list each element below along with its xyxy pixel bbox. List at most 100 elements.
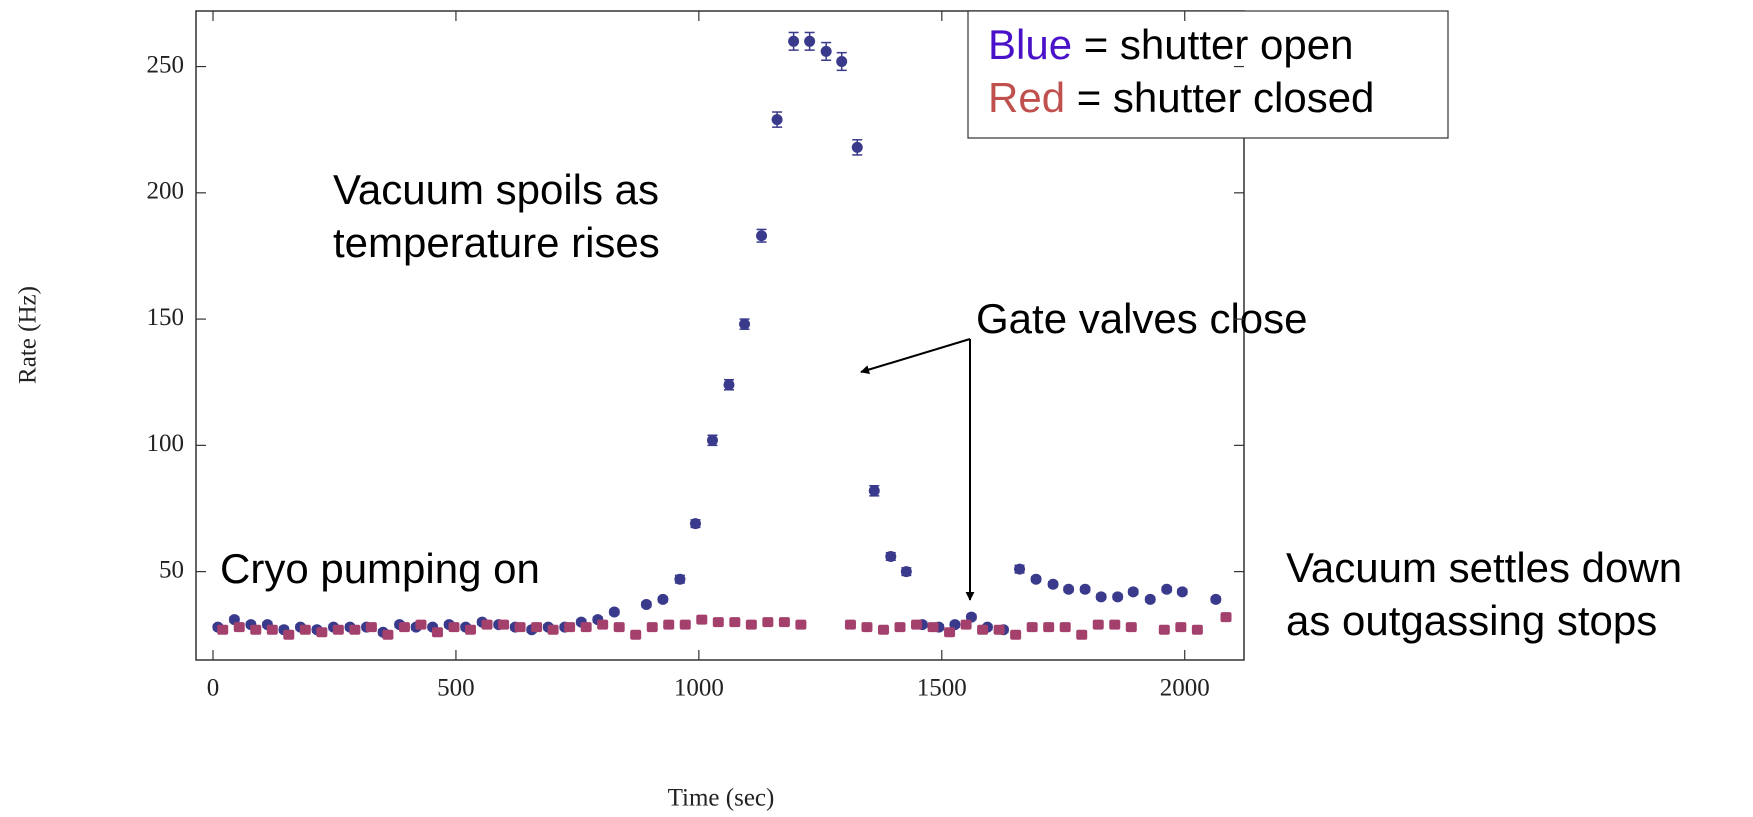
point — [944, 627, 956, 638]
point — [657, 593, 669, 605]
point — [674, 573, 686, 585]
point — [1176, 586, 1188, 598]
point — [911, 619, 923, 630]
legend-name: Red — [988, 74, 1065, 121]
series — [217, 612, 1232, 640]
annotation: Gate valves close — [976, 295, 1308, 342]
point — [1125, 622, 1137, 633]
point — [960, 619, 972, 630]
point — [689, 518, 701, 530]
point — [1076, 629, 1088, 640]
point — [1144, 593, 1156, 605]
point — [217, 624, 229, 635]
point — [1112, 591, 1124, 603]
point — [382, 629, 394, 640]
legend-description: = shutter closed — [1077, 74, 1375, 121]
x-tick-label: 1500 — [917, 675, 967, 702]
point — [894, 622, 906, 633]
y-tick-label: 100 — [147, 430, 185, 457]
plot-frame — [195, 10, 1245, 661]
point — [679, 619, 691, 630]
point — [900, 566, 912, 578]
y-axis-label: Rate (Hz) — [15, 286, 42, 384]
x-tick-label: 500 — [437, 675, 475, 702]
point — [1158, 624, 1170, 635]
legend-entry: Blue = shutter open — [988, 21, 1353, 68]
point — [1010, 629, 1022, 640]
point — [349, 624, 361, 635]
point — [729, 617, 741, 628]
point — [1047, 578, 1059, 590]
point — [1191, 624, 1203, 635]
point — [663, 619, 675, 630]
point — [233, 622, 245, 633]
point — [1014, 563, 1026, 575]
point — [332, 624, 344, 635]
point — [299, 624, 311, 635]
point — [630, 629, 642, 640]
point — [640, 598, 652, 610]
point — [804, 35, 816, 47]
point — [927, 622, 939, 633]
point — [1043, 622, 1055, 633]
point — [1161, 583, 1173, 595]
point — [283, 629, 295, 640]
point — [877, 624, 889, 635]
point — [1092, 619, 1104, 630]
point — [1109, 619, 1121, 630]
point — [706, 434, 718, 446]
point — [1030, 573, 1042, 585]
point — [723, 379, 735, 391]
point — [431, 627, 443, 638]
point — [836, 56, 848, 68]
y-tick-label: 150 — [147, 304, 185, 331]
point — [646, 622, 658, 633]
x-tick-label: 0 — [207, 675, 220, 702]
point — [1026, 622, 1038, 633]
point — [613, 622, 625, 633]
x-tick-label: 2000 — [1160, 675, 1210, 702]
point — [885, 550, 897, 562]
point — [1210, 593, 1222, 605]
annotation: Vacuum settles down — [1286, 544, 1682, 591]
point — [1175, 622, 1187, 633]
x-axis-label: Time (sec) — [668, 785, 775, 812]
y-tick-label: 50 — [159, 556, 184, 583]
legend: Blue = shutter open Red = shutter closed — [967, 10, 1449, 139]
legend-name: Blue — [988, 21, 1072, 68]
point — [547, 624, 559, 635]
point — [851, 141, 863, 153]
y-tick-label: 250 — [147, 51, 185, 78]
point — [977, 624, 989, 635]
point — [712, 617, 724, 628]
point — [861, 622, 873, 633]
point — [365, 622, 377, 633]
point — [771, 114, 783, 126]
x-tick-label: 1000 — [674, 675, 724, 702]
point — [795, 619, 807, 630]
point — [844, 619, 856, 630]
point — [415, 619, 427, 630]
point — [597, 619, 609, 630]
annotation: as outgassing stops — [1286, 597, 1657, 644]
point — [739, 318, 751, 330]
point — [1095, 591, 1107, 603]
point — [762, 617, 774, 628]
point — [514, 622, 526, 633]
point — [398, 622, 410, 633]
point — [1059, 622, 1071, 633]
point — [1063, 583, 1075, 595]
point — [820, 45, 832, 57]
point — [756, 230, 768, 242]
point — [993, 624, 1005, 635]
point — [1079, 583, 1091, 595]
legend-entry: Red = shutter closed — [988, 74, 1374, 121]
point — [696, 614, 708, 625]
y-tick-label: 200 — [147, 178, 185, 205]
point — [580, 622, 592, 633]
point — [788, 35, 800, 47]
point — [465, 624, 477, 635]
annotation-arrows — [860, 338, 975, 601]
point — [448, 622, 460, 633]
